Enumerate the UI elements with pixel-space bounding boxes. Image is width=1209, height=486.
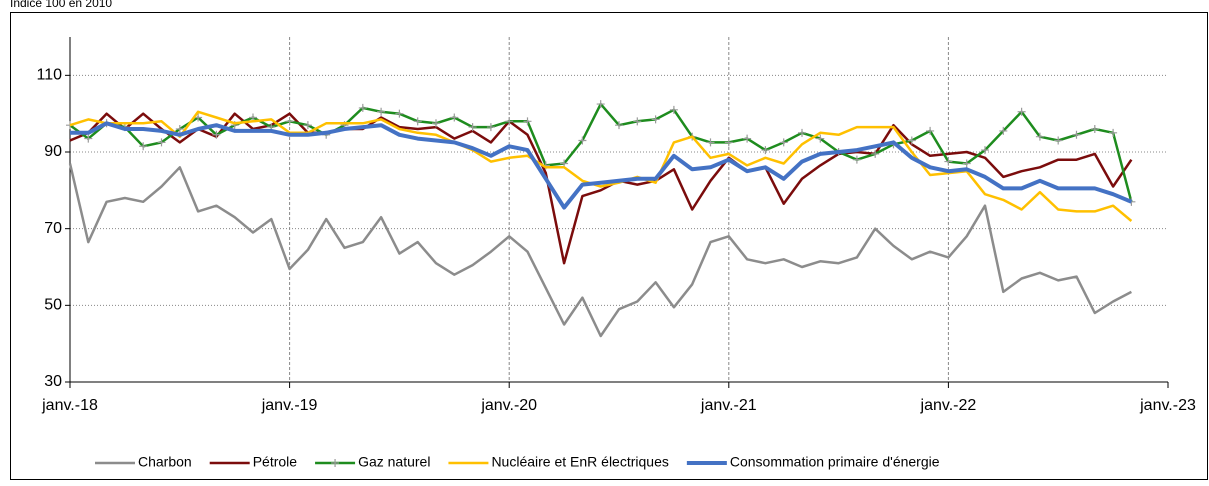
point-marker <box>377 107 386 116</box>
point-marker <box>84 134 93 143</box>
point-marker <box>578 136 587 145</box>
x-tick-label: janv.-21 <box>700 397 757 414</box>
x-tick-label: janv.-19 <box>261 397 318 414</box>
point-marker <box>944 157 953 166</box>
point-marker <box>413 117 422 126</box>
x-tick-label: janv.-20 <box>480 397 537 414</box>
point-marker <box>981 146 989 155</box>
point-marker <box>1017 107 1026 116</box>
point-marker <box>450 113 459 122</box>
point-marker <box>505 117 514 126</box>
point-marker <box>615 121 623 130</box>
point-marker <box>798 128 806 137</box>
chart-frame <box>10 12 1208 480</box>
point-marker <box>871 149 880 158</box>
point-marker <box>1035 132 1044 141</box>
point-marker <box>358 103 367 112</box>
point-marker <box>724 138 733 147</box>
y-tick-label: 50 <box>44 297 62 314</box>
series-line <box>68 163 1132 338</box>
legend-label: Consommation primaire d'énergie <box>730 454 940 470</box>
point-marker <box>486 123 495 132</box>
point-marker <box>633 117 642 126</box>
legend-label: Gaz naturel <box>358 454 430 470</box>
series-line <box>69 112 1133 265</box>
point-marker <box>139 142 148 151</box>
y-tick-label: 70 <box>44 220 62 237</box>
point-marker <box>706 138 715 147</box>
point-marker <box>432 119 440 128</box>
point-marker <box>852 155 861 164</box>
y-tick-label: 30 <box>44 373 62 390</box>
chart-subtitle: Indice 100 en 2010 <box>10 0 112 10</box>
point-marker <box>468 123 477 132</box>
point-marker <box>1090 125 1099 133</box>
legend-label: Charbon <box>138 454 192 470</box>
point-marker <box>1054 136 1063 145</box>
x-tick-label: janv.-23 <box>1139 397 1196 414</box>
point-marker <box>651 115 660 124</box>
point-marker <box>523 117 532 126</box>
x-tick-label: janv.-22 <box>920 397 977 414</box>
y-tick-label: 110 <box>36 67 62 84</box>
point-marker <box>761 146 770 155</box>
point-marker <box>212 130 221 139</box>
point-marker <box>926 126 935 135</box>
point-marker <box>175 125 184 133</box>
point-marker <box>907 136 916 145</box>
point-marker <box>1109 128 1118 137</box>
legend-label: Pétrole <box>253 454 298 470</box>
point-marker <box>157 138 166 147</box>
point-marker <box>779 138 788 147</box>
series-line <box>70 121 1133 210</box>
point-marker <box>596 100 605 109</box>
point-marker <box>395 109 404 118</box>
point-marker <box>1072 130 1081 139</box>
x-tick-label: janv.-18 <box>41 397 98 414</box>
point-marker <box>303 121 312 130</box>
point-marker <box>999 126 1008 135</box>
legend-label: Nucléaire et EnR électriques <box>491 454 668 470</box>
point-marker <box>816 134 825 143</box>
legend-marker <box>331 459 340 467</box>
point-marker <box>285 117 294 126</box>
point-marker <box>743 134 752 143</box>
point-marker <box>962 159 971 168</box>
point-marker <box>669 105 678 114</box>
y-tick-label: 90 <box>44 143 62 160</box>
